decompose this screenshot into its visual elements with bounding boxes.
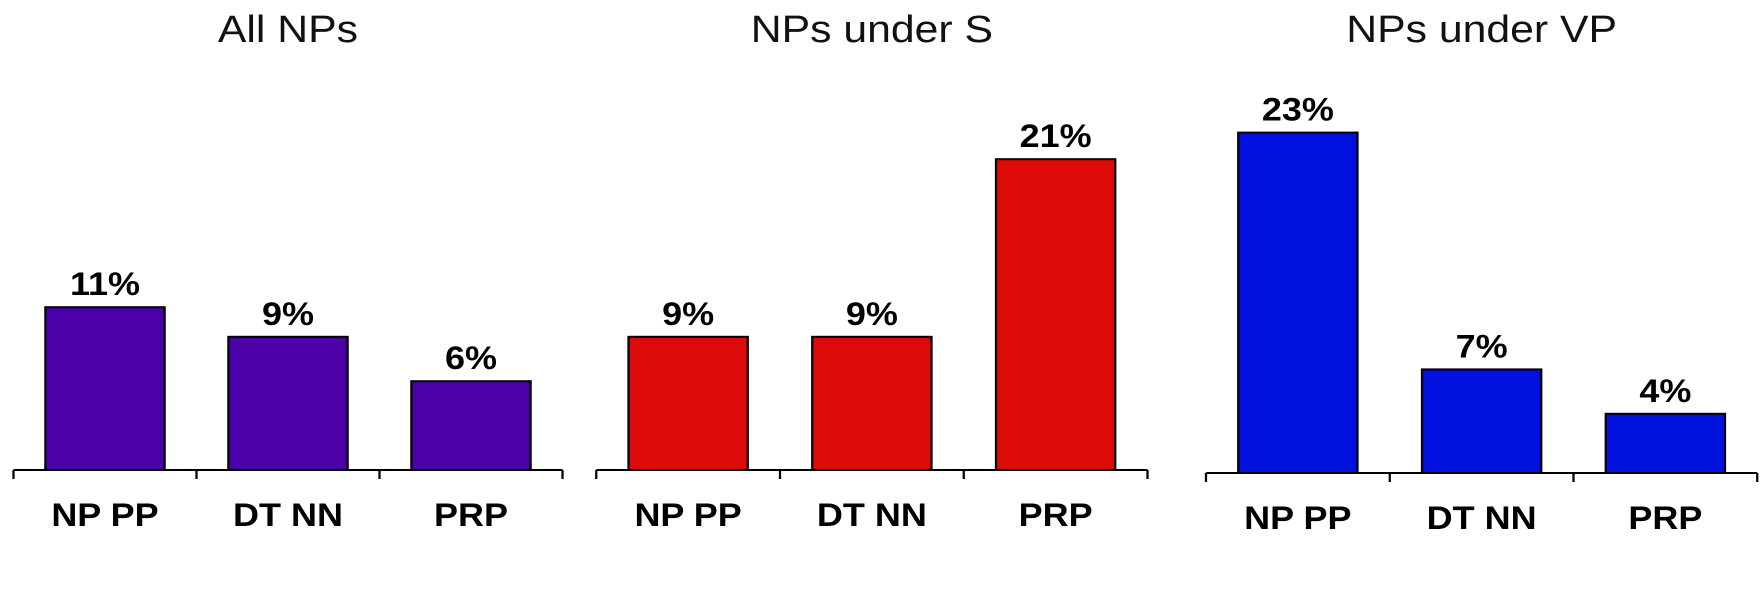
value-label: 11% <box>70 267 140 303</box>
bar <box>410 380 532 472</box>
bar <box>811 335 933 471</box>
chart-title: NPs under S <box>751 7 993 50</box>
bar <box>44 306 166 472</box>
x-tick-label: PRP <box>1019 498 1093 534</box>
bar <box>1420 368 1543 474</box>
x-tick-label: NP PP <box>634 498 741 534</box>
x-tick-label: DT NN <box>233 498 343 534</box>
value-label: 9% <box>662 297 714 333</box>
x-tick-label: DT NN <box>817 498 927 534</box>
x-tick-label: DT NN <box>1427 501 1537 537</box>
bar <box>1604 412 1727 474</box>
x-tick-label: NP PP <box>51 498 158 534</box>
bar <box>1237 131 1359 474</box>
value-label: 9% <box>846 297 898 333</box>
value-label: 6% <box>445 341 497 377</box>
value-label: 23% <box>1262 92 1334 128</box>
value-label: 7% <box>1456 329 1508 365</box>
bar <box>994 158 1117 471</box>
value-label: 4% <box>1639 374 1691 410</box>
value-label: 9% <box>262 297 314 333</box>
chart-title: NPs under VP <box>1346 7 1617 50</box>
bar <box>227 335 349 471</box>
x-tick-label: NP PP <box>1244 501 1351 537</box>
bar <box>627 335 749 471</box>
value-label: 21% <box>1020 119 1092 155</box>
x-tick-label: PRP <box>1628 501 1702 537</box>
x-tick-label: PRP <box>434 498 508 534</box>
chart-title: All NPs <box>218 7 358 50</box>
